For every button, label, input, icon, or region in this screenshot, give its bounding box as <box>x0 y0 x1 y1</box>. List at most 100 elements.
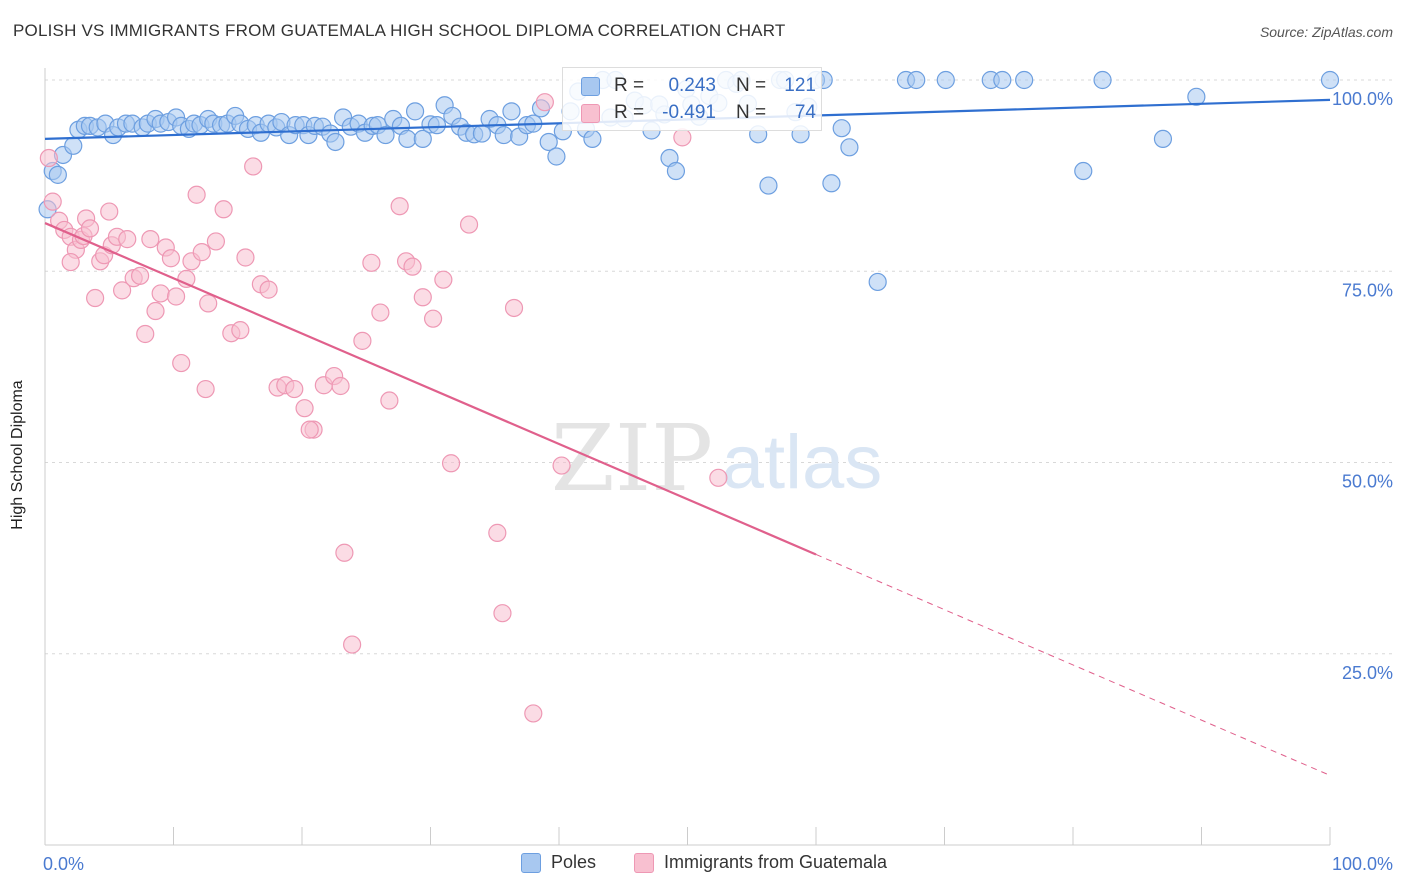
poles-point <box>502 102 521 121</box>
legend-item-poles: Poles <box>521 852 596 873</box>
series-legend: Poles Immigrants from Guatemala <box>0 852 1406 876</box>
guatemala-point <box>535 93 554 112</box>
legend-swatch-guatemala <box>634 852 654 873</box>
guatemala-point <box>86 288 105 308</box>
guatemala-point <box>161 249 181 268</box>
guatemala-point <box>112 281 132 300</box>
guatemala-point <box>335 543 354 562</box>
poles-point <box>1093 70 1112 90</box>
poles-point <box>539 132 558 152</box>
guatemala-point <box>403 257 422 276</box>
guatemala-point <box>390 197 409 216</box>
poles-point <box>993 70 1012 90</box>
guatemala-trend-line-extension <box>815 553 1331 776</box>
poles-point <box>376 125 395 145</box>
stats-legend: R = 0.243 N = 121 R = -0.491 N = 74 <box>562 67 822 131</box>
poles-point <box>583 129 602 149</box>
guatemala-point <box>39 148 58 168</box>
guatemala-point <box>353 331 372 350</box>
guatemala-point <box>504 298 524 318</box>
poles-point <box>48 165 67 184</box>
guatemala-point <box>459 215 479 234</box>
y-tick-label: 25.0% <box>1342 663 1393 683</box>
guatemala-point <box>236 248 255 267</box>
poles-swatch <box>581 76 600 96</box>
poles-point <box>413 129 432 149</box>
guatemala-point <box>362 253 381 272</box>
poles-point <box>832 119 851 138</box>
poles-point <box>840 138 859 157</box>
guatemala-point <box>141 230 160 249</box>
poles-point <box>427 116 447 135</box>
guatemala-point <box>187 185 206 204</box>
r-value: 0.243 <box>668 75 716 96</box>
guatemala-point <box>413 288 432 307</box>
axes-layer <box>44 68 1331 846</box>
guatemala-point <box>343 635 362 654</box>
poles-point <box>326 132 345 152</box>
r-label: R = <box>614 75 645 96</box>
guatemala-point <box>80 219 100 238</box>
y-tick-label: 50.0% <box>1342 472 1393 492</box>
y-tick-label: 100.0% <box>1332 89 1393 109</box>
guatemala-point <box>423 309 443 328</box>
n-value: 74 <box>794 102 816 123</box>
poles-point <box>405 102 425 121</box>
guatemala-swatch <box>581 103 600 123</box>
x-tick-label: 0.0% <box>43 854 84 874</box>
poles-point <box>822 174 841 193</box>
legend-swatch-poles <box>521 852 541 873</box>
poles-point <box>1187 87 1206 106</box>
guatemala-point <box>244 157 263 176</box>
guatemala-point <box>136 324 155 344</box>
points-layer <box>38 70 1340 723</box>
guatemala-point <box>214 200 233 219</box>
poles-point <box>1153 129 1173 149</box>
poles-point <box>398 129 417 149</box>
guatemala-point <box>146 301 165 321</box>
r-label: R = <box>614 102 645 123</box>
guatemala-point <box>709 468 728 487</box>
guatemala-point <box>196 379 215 399</box>
guatemala-point <box>43 192 62 211</box>
guatemala-point <box>524 704 543 723</box>
poles-point <box>666 161 686 181</box>
watermark-zip: ZIP <box>551 405 713 512</box>
guatemala-point <box>61 252 80 272</box>
watermark: ZIP atlas <box>551 405 882 512</box>
poles-point <box>1015 70 1034 90</box>
poles-point <box>936 70 955 90</box>
guatemala-point <box>488 523 507 542</box>
legend-label-poles: Poles <box>551 852 597 872</box>
r-value: -0.491 <box>662 102 716 123</box>
guatemala-point <box>130 266 150 285</box>
guatemala-point <box>231 321 250 340</box>
chart-title: POLISH VS IMMIGRANTS FROM GUATEMALA HIGH… <box>13 21 786 40</box>
guatemala-point <box>118 230 137 249</box>
guatemala-point <box>441 454 461 473</box>
guatemala-point <box>100 202 119 221</box>
poles-point <box>1074 161 1093 181</box>
guatemala-point <box>285 379 304 399</box>
y-axis-label: High School Diploma <box>9 380 26 530</box>
guatemala-point <box>192 243 211 262</box>
guatemala-point <box>206 232 226 251</box>
legend-label-guatemala: Immigrants from Guatemala <box>664 852 888 872</box>
guatemala-point <box>295 399 314 418</box>
guatemala-trend-line <box>44 222 817 556</box>
guatemala-point <box>300 420 319 439</box>
guatemala-point <box>259 280 278 299</box>
guatemala-point <box>380 391 399 410</box>
guatemala-point <box>331 376 350 396</box>
guatemala-point <box>493 604 512 623</box>
n-value: 121 <box>784 75 816 96</box>
chart-source: Source: ZipAtlas.com <box>1259 24 1393 40</box>
poles-point <box>547 147 566 166</box>
guatemala-point <box>371 303 390 322</box>
poles-point <box>494 125 513 145</box>
watermark-atlas: atlas <box>722 420 883 505</box>
poles-point <box>1320 70 1340 90</box>
guatemala-point <box>151 284 170 303</box>
guatemala-point <box>172 353 191 373</box>
